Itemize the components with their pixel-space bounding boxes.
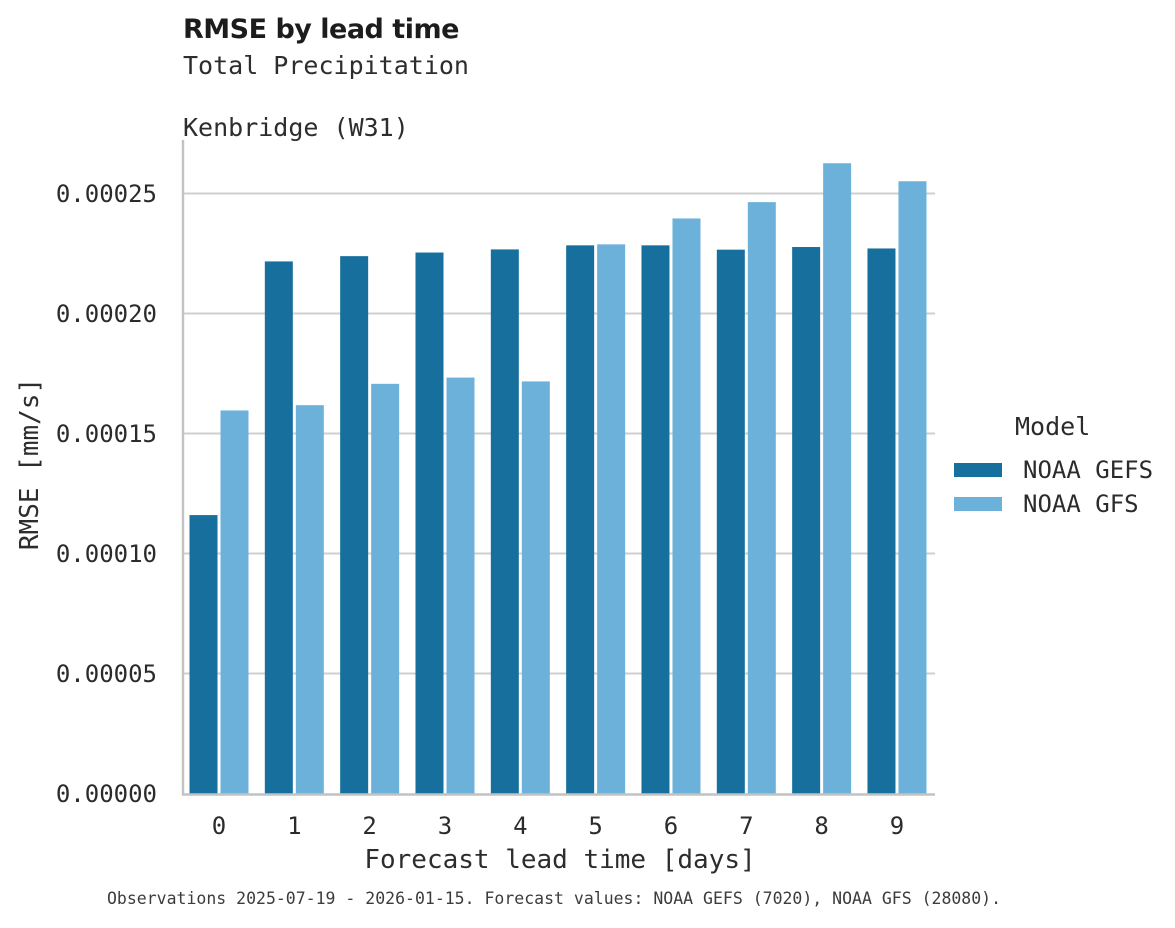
subtitle-line-1: Total Precipitation: [183, 51, 469, 80]
legend-swatch-noaa-gfs: [954, 497, 1002, 511]
x-tick-label-9: 9: [889, 812, 905, 840]
y-tick-label-0.00025: 0.00025: [55, 179, 157, 208]
bar-noaa-gefs-day-0: [189, 515, 218, 794]
x-tick-label-3: 3: [437, 812, 453, 840]
legend-label-noaa-gefs: NOAA GEFS: [1023, 456, 1154, 484]
bar-noaa-gfs-day-9: [898, 181, 927, 794]
legend-label-noaa-gfs: NOAA GFS: [1023, 490, 1139, 518]
bar-noaa-gefs-day-9: [867, 248, 896, 794]
bar-noaa-gfs-day-3: [446, 377, 475, 794]
y-tick-label-0.00015: 0.00015: [55, 419, 157, 448]
caption: Observations 2025-07-19 - 2026-01-15. Fo…: [107, 889, 1002, 908]
legend-swatch-noaa-gefs: [954, 463, 1002, 477]
bar-noaa-gfs-day-2: [371, 383, 400, 794]
chart-subtitle: Total Precipitation Kenbridge (W31): [183, 50, 469, 143]
y-tick-label-0.00010: 0.00010: [55, 539, 157, 568]
x-tick-label-5: 5: [588, 812, 603, 840]
y-tick-label-0.00020: 0.00020: [55, 299, 157, 328]
bar-noaa-gefs-day-1: [264, 261, 293, 794]
subtitle-line-2: Kenbridge (W31): [183, 113, 409, 142]
bar-noaa-gefs-day-6: [641, 245, 670, 794]
y-tick-label-0.00005: 0.00005: [55, 659, 157, 688]
bar-noaa-gfs-day-7: [747, 202, 776, 794]
bar-noaa-gfs-day-5: [597, 244, 626, 794]
bar-noaa-gfs-day-6: [672, 218, 701, 794]
x-tick-label-7: 7: [739, 812, 754, 840]
legend-title: Model: [1015, 412, 1091, 441]
bar-noaa-gfs-day-1: [295, 405, 324, 794]
x-tick-label-6: 6: [663, 812, 679, 840]
bar-noaa-gfs-day-0: [220, 410, 249, 794]
bar-noaa-gefs-day-7: [716, 249, 745, 794]
bar-noaa-gefs-day-5: [566, 245, 595, 794]
legend-entry-noaa-gfs: NOAA GFS: [954, 487, 1153, 521]
x-axis-title: Forecast lead time [days]: [364, 845, 756, 875]
bar-noaa-gefs-day-4: [490, 249, 519, 794]
bar-noaa-gfs-day-4: [521, 381, 550, 794]
bar-noaa-gefs-day-8: [792, 247, 821, 794]
legend-entry-noaa-gefs: NOAA GEFS: [954, 453, 1153, 487]
bar-noaa-gefs-day-3: [415, 252, 444, 794]
y-tick-label-0.00000: 0.00000: [55, 779, 157, 808]
bar-noaa-gefs-day-2: [340, 256, 369, 794]
bar-noaa-gfs-day-8: [823, 163, 852, 794]
x-tick-label-0: 0: [211, 812, 227, 840]
x-tick-label-8: 8: [814, 812, 829, 840]
x-tick-label-2: 2: [362, 812, 377, 840]
legend: Model NOAA GEFS NOAA GFS: [954, 412, 1153, 521]
x-tick-label-4: 4: [513, 812, 528, 840]
chart-title: RMSE by lead time: [183, 14, 459, 45]
x-tick-label-1: 1: [287, 812, 302, 840]
y-axis-title: RMSE [mm/s]: [15, 377, 45, 551]
